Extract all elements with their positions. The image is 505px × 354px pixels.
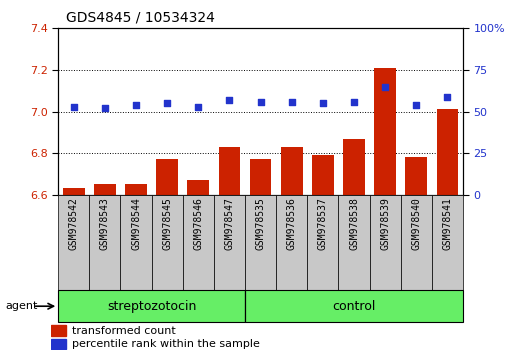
Bar — [244, 290, 462, 322]
Point — [287, 99, 295, 104]
Point — [132, 102, 140, 108]
Bar — [400, 195, 431, 292]
Bar — [63, 188, 84, 195]
Point — [194, 104, 202, 109]
Text: control: control — [332, 300, 375, 313]
Text: GSM978547: GSM978547 — [224, 198, 234, 251]
Bar — [58, 290, 244, 322]
Text: GSM978536: GSM978536 — [286, 198, 296, 251]
Text: streptozotocin: streptozotocin — [107, 300, 196, 313]
Text: GSM978546: GSM978546 — [193, 198, 203, 251]
Text: GSM978542: GSM978542 — [69, 198, 79, 251]
Bar — [58, 195, 89, 292]
Bar — [307, 195, 338, 292]
Point — [442, 94, 450, 99]
Bar — [156, 159, 178, 195]
Point — [163, 101, 171, 106]
Bar — [369, 195, 400, 292]
Bar — [280, 147, 302, 195]
Bar — [214, 195, 244, 292]
Bar — [342, 138, 364, 195]
Text: GSM978544: GSM978544 — [131, 198, 141, 251]
Text: GSM978535: GSM978535 — [255, 198, 265, 251]
Text: GSM978543: GSM978543 — [99, 198, 110, 251]
Point — [100, 105, 109, 111]
Bar — [276, 195, 307, 292]
Bar — [431, 195, 462, 292]
Text: GSM978545: GSM978545 — [162, 198, 172, 251]
Text: GSM978541: GSM978541 — [441, 198, 451, 251]
Bar — [374, 68, 395, 195]
Bar — [338, 195, 369, 292]
Bar — [50, 338, 66, 349]
Text: GDS4845 / 10534324: GDS4845 / 10534324 — [66, 11, 214, 25]
Text: GSM978539: GSM978539 — [379, 198, 389, 251]
Text: transformed count: transformed count — [72, 326, 176, 336]
Bar — [436, 109, 458, 195]
Bar — [405, 157, 426, 195]
Bar — [249, 159, 271, 195]
Bar — [182, 195, 214, 292]
Point — [256, 99, 264, 104]
Point — [318, 101, 326, 106]
Point — [225, 97, 233, 103]
Bar — [89, 195, 120, 292]
Text: percentile rank within the sample: percentile rank within the sample — [72, 339, 260, 349]
Bar — [120, 195, 152, 292]
Point — [70, 104, 78, 109]
Point — [349, 99, 358, 104]
Bar — [244, 195, 276, 292]
Bar — [152, 195, 182, 292]
Text: GSM978538: GSM978538 — [348, 198, 358, 251]
Bar — [125, 184, 146, 195]
Text: agent: agent — [5, 301, 37, 311]
Bar — [218, 147, 240, 195]
Bar — [50, 325, 66, 336]
Text: GSM978540: GSM978540 — [411, 198, 421, 251]
Bar — [94, 184, 116, 195]
Point — [380, 84, 388, 89]
Point — [412, 102, 420, 108]
Bar — [312, 155, 333, 195]
Bar — [187, 180, 209, 195]
Text: GSM978537: GSM978537 — [317, 198, 327, 251]
